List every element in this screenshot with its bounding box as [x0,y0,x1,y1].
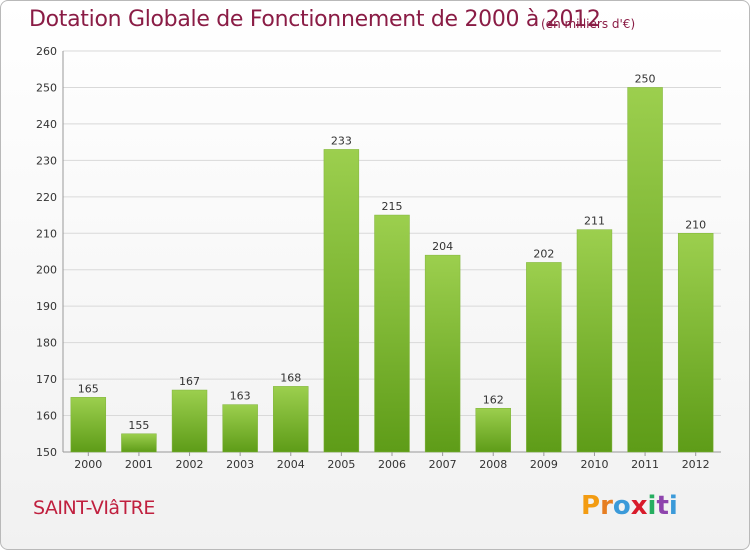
logo-letter: P [581,491,601,521]
chart-title: Dotation Globale de Fonctionnement de 20… [29,7,601,32]
y-tick-label: 170 [36,373,57,386]
x-tick-label-2007: 2007 [429,458,457,471]
bar-2012 [677,233,714,453]
value-label-2007: 204 [432,240,453,253]
value-label-2010: 211 [584,215,605,228]
x-tick-label-2012: 2012 [682,458,710,471]
proxiti-logo: Proxiti [581,491,678,521]
y-tick-label: 190 [36,300,57,313]
value-label-2011: 250 [635,72,656,85]
value-label-2002: 167 [179,375,200,388]
commune-name: SAINT-VIâTRE [33,497,155,519]
x-tick-label-2001: 2001 [125,458,153,471]
bar-2007 [424,254,461,453]
logo-letter: t [656,491,669,521]
y-tick-label: 250 [36,81,57,94]
bar-2003 [222,404,258,453]
logo-letter: i [668,491,678,521]
x-tick-label-2003: 2003 [226,458,254,471]
x-tick-label-2005: 2005 [327,458,355,471]
logo-letter: r [600,491,613,521]
bar-2008 [475,408,511,453]
x-tick-label-2010: 2010 [580,458,608,471]
bar-2006 [374,214,410,453]
x-tick-label-2009: 2009 [530,458,558,471]
bar-2009 [526,262,562,453]
y-tick-label: 200 [36,264,57,277]
x-tick-label-2004: 2004 [277,458,305,471]
value-label-2003: 163 [230,390,251,403]
y-tick-label: 260 [36,45,57,58]
y-tick-label: 220 [36,191,57,204]
x-tick-label-2000: 2000 [74,458,102,471]
y-tick-label: 150 [36,446,57,459]
bar-2004 [273,386,309,453]
bar-2005 [323,149,360,453]
x-tick-label-2002: 2002 [176,458,204,471]
bar-2002 [171,389,208,453]
x-tick-label-2006: 2006 [378,458,406,471]
y-tick-label: 210 [36,227,57,240]
value-label-2009: 202 [533,247,554,260]
logo-letter: x [630,491,648,521]
y-tick-label: 240 [36,118,57,131]
value-label-2006: 215 [382,200,403,213]
x-tick-label-2011: 2011 [631,458,659,471]
logo-letter: i [647,491,657,521]
y-tick-label: 230 [36,154,57,167]
bar-2011 [627,87,663,453]
logo-letter: o [612,491,631,521]
bar-2001 [121,433,157,453]
value-label-2000: 165 [78,382,99,395]
bar-2010 [576,229,613,453]
value-label-2004: 168 [280,371,301,384]
bar-2000 [70,397,107,453]
unit-note: (en milliers d'€) [541,17,636,31]
y-tick-label: 180 [36,337,57,350]
value-label-2005: 233 [331,134,352,147]
value-label-2001: 155 [128,419,149,432]
x-tick-label-2008: 2008 [479,458,507,471]
value-label-2012: 210 [685,218,706,231]
value-label-2008: 162 [483,393,504,406]
y-tick-label: 160 [36,410,57,423]
